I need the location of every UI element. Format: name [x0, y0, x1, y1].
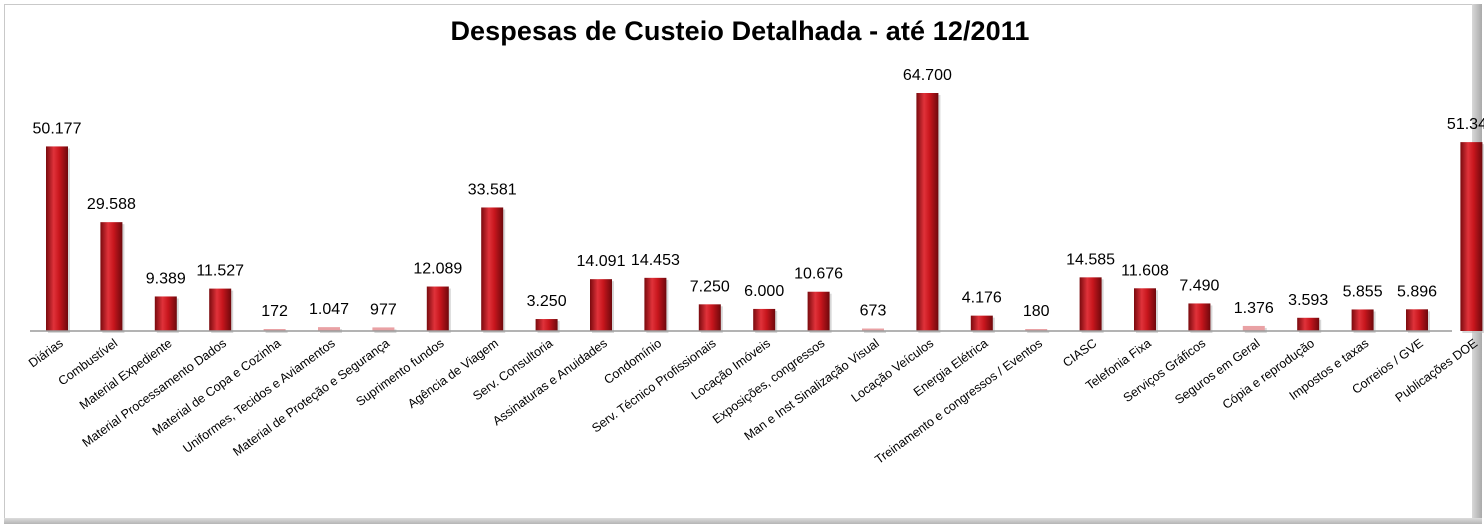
bar [1297, 317, 1320, 331]
bar [916, 93, 939, 331]
value-label: 9.389 [146, 270, 186, 287]
bar [590, 279, 612, 331]
bar [209, 288, 232, 331]
value-label: 10.676 [794, 266, 843, 283]
bar [263, 329, 286, 331]
category-label: Agência de Viagem [405, 336, 501, 411]
bar [970, 315, 993, 331]
bar [1351, 309, 1374, 331]
bar [372, 327, 395, 331]
category-label: CIASC [1060, 336, 1099, 370]
category-label: Material Expediente [77, 336, 175, 412]
value-label: 29.588 [87, 196, 136, 213]
bar [1242, 325, 1265, 331]
value-label: 11.608 [1121, 262, 1169, 279]
category-label: Diárias [26, 336, 66, 370]
value-label: 1.047 [309, 301, 349, 318]
value-label: 5.896 [1397, 283, 1437, 300]
value-label: 14.091 [577, 253, 626, 270]
chart-frame [4, 4, 1474, 520]
value-label: 5.855 [1343, 283, 1383, 300]
value-label: 12.089 [413, 261, 462, 278]
value-label: 50.177 [33, 120, 82, 137]
value-label: 3.250 [527, 293, 567, 310]
bar [1406, 309, 1428, 331]
bar [1079, 277, 1102, 331]
frame-shadow-bottom [4, 518, 1482, 524]
value-label: 977 [370, 301, 397, 318]
value-label: 14.453 [631, 252, 680, 269]
value-label: 11.527 [196, 263, 244, 280]
value-label: 180 [1023, 303, 1050, 320]
bar-shadow [864, 330, 886, 333]
bar [698, 304, 721, 331]
value-label: 172 [261, 303, 288, 320]
bar [644, 277, 667, 331]
value-label: 4.176 [962, 290, 1002, 307]
value-label: 7.250 [690, 278, 730, 295]
value-label: 1.376 [1234, 300, 1274, 317]
bar [753, 308, 776, 331]
value-label: 3.593 [1288, 292, 1328, 309]
value-label: 33.581 [468, 181, 517, 198]
value-label: 6.000 [744, 283, 784, 300]
bar [1188, 303, 1211, 331]
bar [318, 327, 340, 331]
bar [426, 286, 449, 331]
value-label: 64.700 [903, 67, 952, 84]
value-labels-group: 50.177 29.588 9.389 11.527 172 1.047 977 12.089… [33, 67, 1484, 320]
bar [1134, 288, 1156, 331]
bar [1460, 142, 1483, 331]
value-label: 14.585 [1066, 251, 1115, 268]
bar [807, 291, 830, 331]
bar [535, 319, 558, 331]
category-label: Cópia e reprodução [1220, 336, 1317, 412]
bar-shadow [265, 331, 288, 333]
bar [46, 146, 68, 331]
chart-title: Despesas de Custeio Detalhada - até 12/2… [450, 16, 1030, 46]
value-label: 7.490 [1179, 277, 1219, 294]
bar [1025, 329, 1048, 331]
bar [862, 328, 884, 331]
value-label: 673 [860, 303, 887, 320]
bar [100, 222, 123, 331]
bar [154, 296, 177, 331]
bar-shadow [1027, 331, 1050, 333]
value-label: 51.346 [1447, 116, 1484, 133]
bar [481, 207, 504, 331]
